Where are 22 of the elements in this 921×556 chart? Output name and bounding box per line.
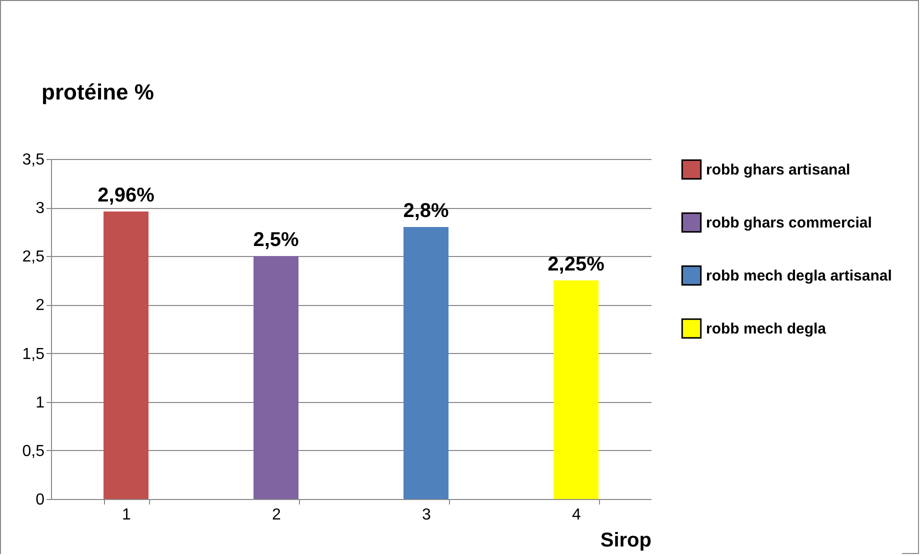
x-tick-label: 4 xyxy=(572,506,582,524)
y-tick-label: 2,5 xyxy=(22,248,45,266)
y-axis-title: protéine % xyxy=(42,80,154,104)
y-tick-label: 0,5 xyxy=(22,442,45,460)
x-tick-label: 3 xyxy=(422,506,432,524)
legend-label: robb mech degla xyxy=(706,320,827,338)
legend-label: robb ghars commercial xyxy=(706,214,872,232)
legend-label: robb ghars artisanal xyxy=(706,162,850,178)
x-axis-title: Sirop xyxy=(600,530,652,552)
y-tick-label: 3 xyxy=(36,200,45,218)
x-tick-label: 1 xyxy=(122,506,132,524)
data-label: 2,25% xyxy=(548,253,605,276)
data-label: 2,96% xyxy=(98,184,155,206)
data-label: 2,5% xyxy=(253,229,300,252)
y-tick-label: 3,5 xyxy=(22,152,45,168)
y-tick-label: 2 xyxy=(36,297,45,314)
y-tick-label: 0 xyxy=(36,492,45,508)
data-label: 2,8% xyxy=(403,200,450,222)
x-tick-label: 2 xyxy=(272,506,282,524)
y-tick-label: 1 xyxy=(36,394,45,412)
legend-label: robb mech degla artisanal xyxy=(706,268,892,284)
y-tick-label: 1,5 xyxy=(22,346,45,363)
